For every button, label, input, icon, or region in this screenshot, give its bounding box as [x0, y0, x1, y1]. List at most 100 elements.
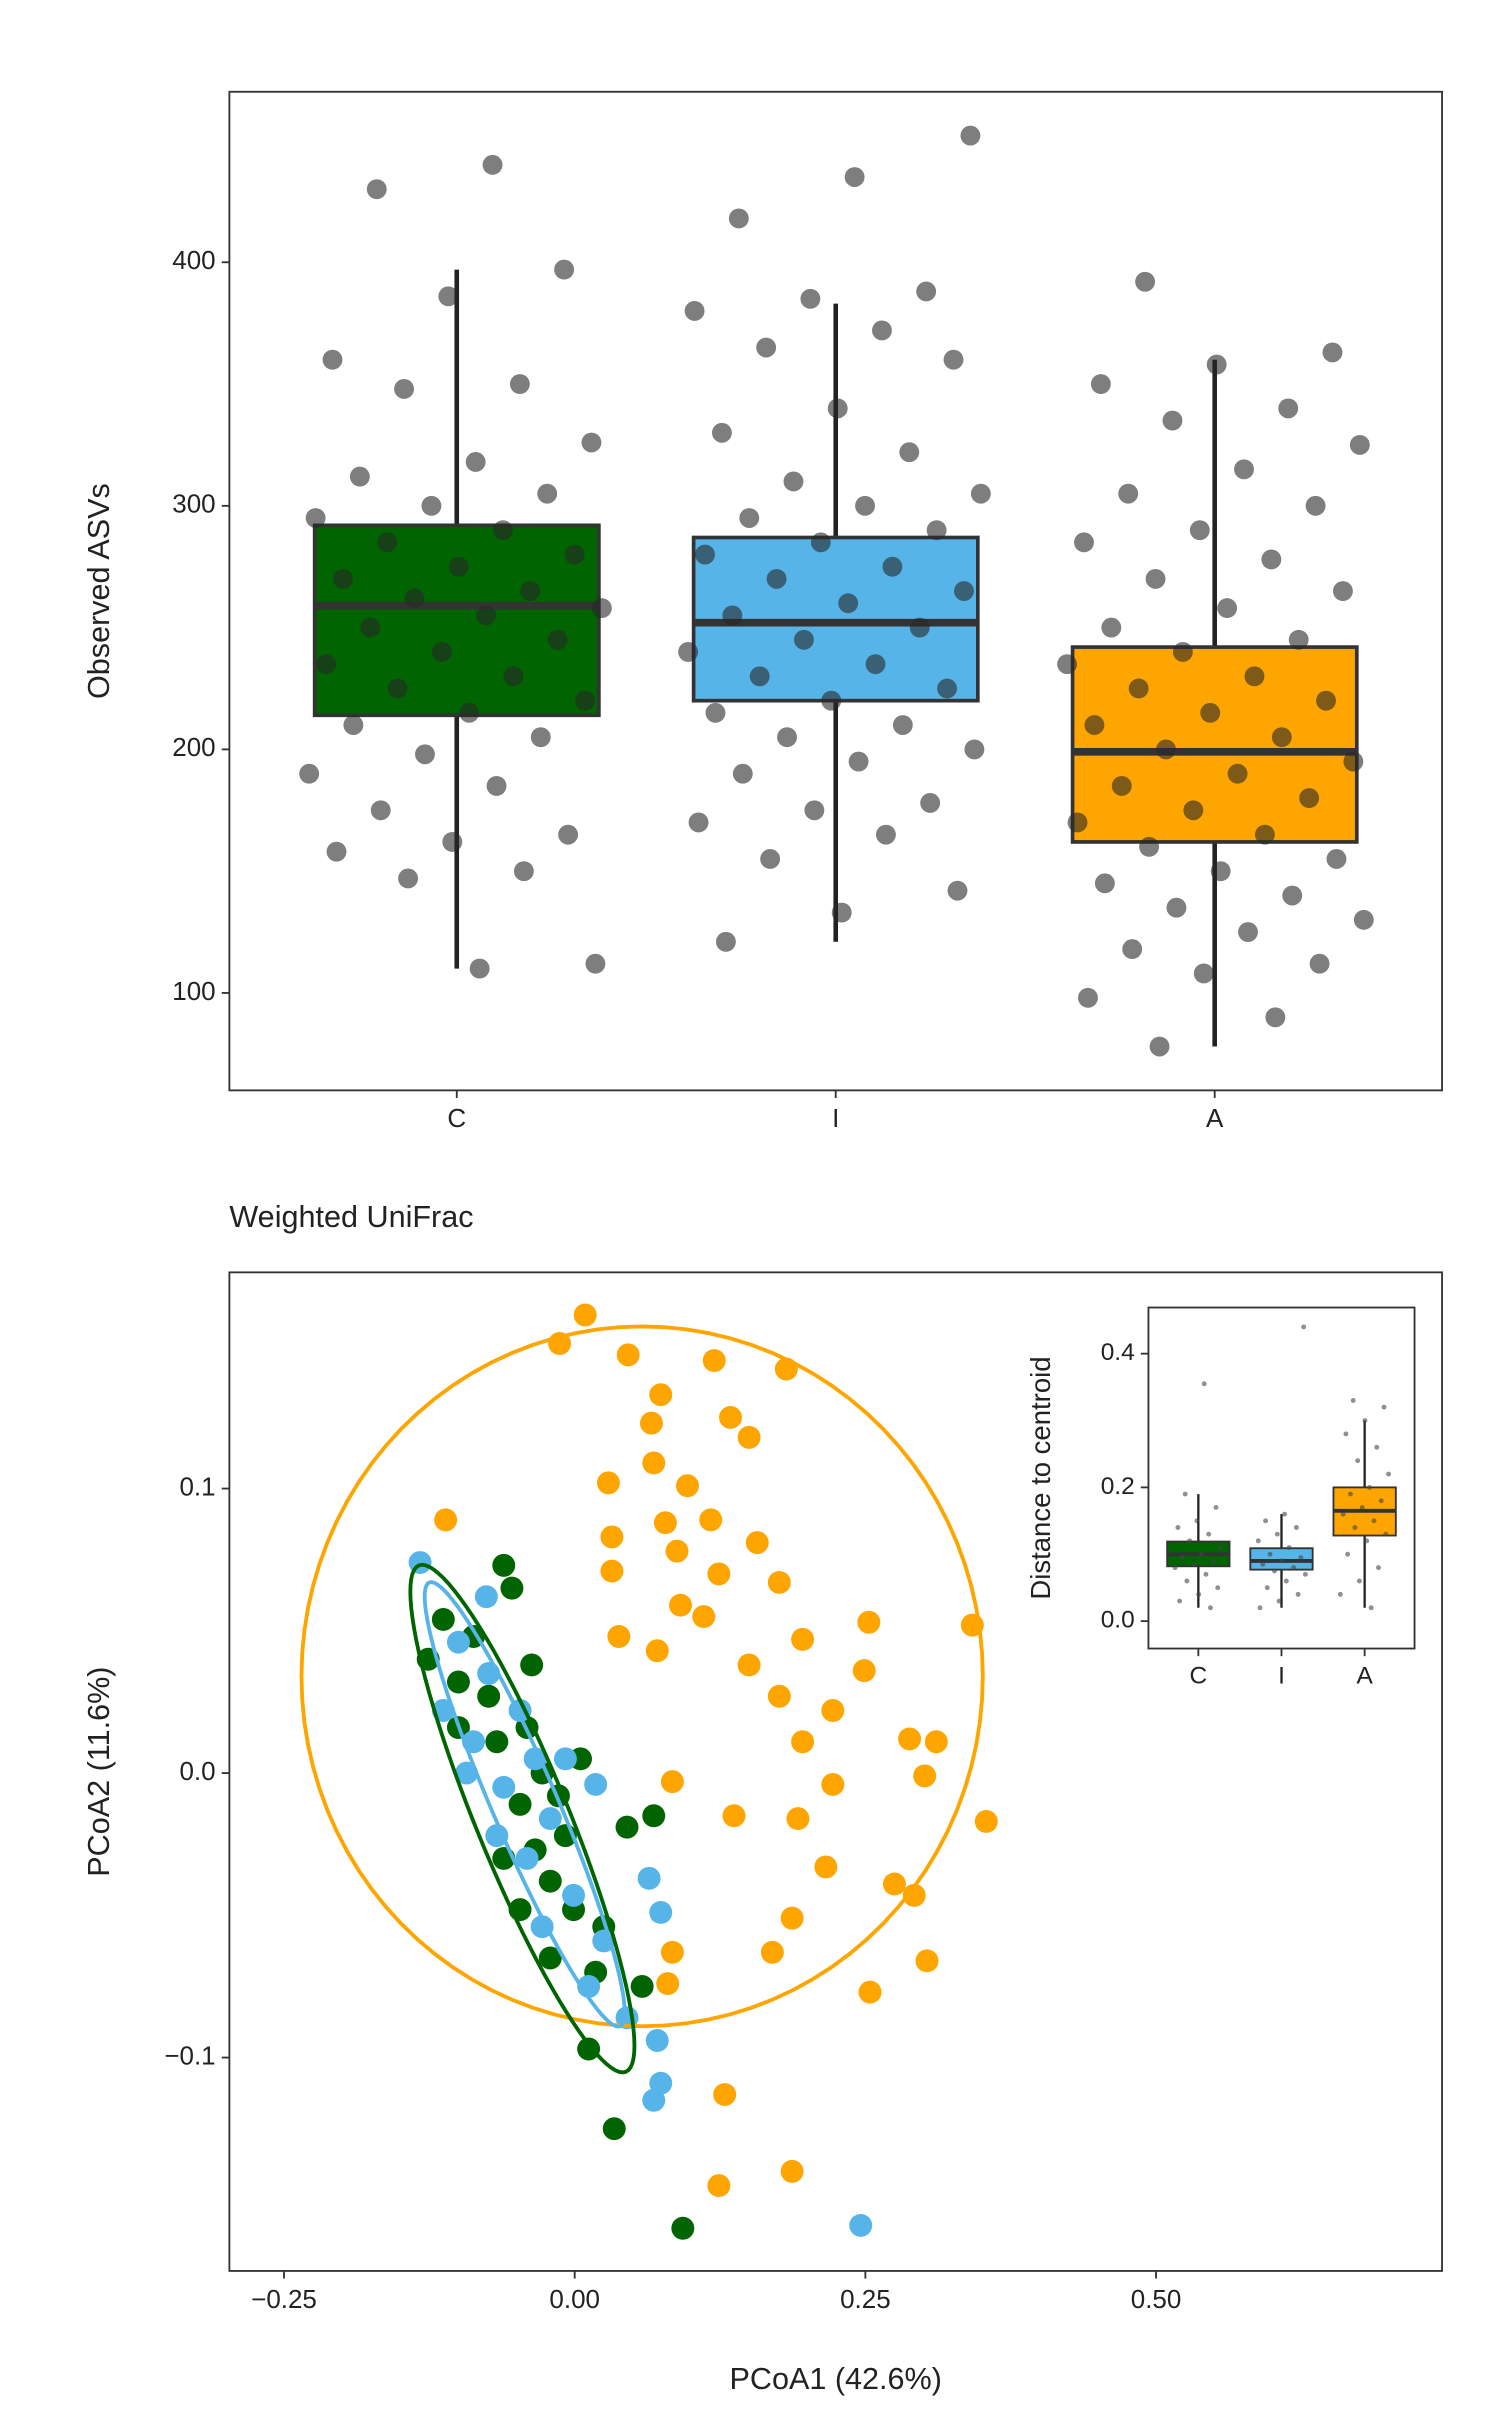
- point: [1302, 1571, 1308, 1577]
- panel-frame: [228, 1271, 1443, 2272]
- point: [459, 702, 480, 723]
- point: [1199, 1551, 1204, 1557]
- y-tick-label: 0.2: [1101, 1473, 1135, 1500]
- x-tick-label: I: [832, 1103, 839, 1133]
- point: [882, 1872, 906, 1896]
- point: [857, 1610, 881, 1634]
- point: [660, 1770, 684, 1794]
- point: [538, 1807, 562, 1831]
- point: [477, 1684, 501, 1708]
- point: [1340, 1511, 1346, 1517]
- point: [1078, 987, 1098, 1008]
- point: [947, 880, 968, 901]
- point: [1267, 1551, 1273, 1557]
- point: [909, 617, 930, 638]
- point: [1367, 1484, 1372, 1490]
- point: [1255, 1538, 1261, 1544]
- point: [1293, 1525, 1299, 1530]
- point: [476, 605, 497, 626]
- point: [1291, 1565, 1297, 1571]
- y-tick-label: 0.1: [179, 1471, 215, 1501]
- y-tick-label: 100: [172, 976, 215, 1006]
- point: [564, 544, 585, 565]
- x-tick-label: C: [1190, 1663, 1208, 1690]
- point: [1286, 1545, 1292, 1551]
- point: [707, 2174, 731, 2198]
- point: [1182, 1491, 1188, 1497]
- point: [1355, 1458, 1361, 1464]
- point: [1271, 727, 1292, 748]
- point: [573, 1303, 597, 1327]
- point: [719, 1405, 742, 1429]
- point: [737, 1425, 761, 1449]
- point: [1122, 939, 1143, 960]
- point: [898, 1727, 922, 1751]
- point: [780, 2159, 804, 2183]
- point: [1378, 1498, 1384, 1504]
- point: [1301, 1324, 1307, 1330]
- point: [370, 800, 391, 821]
- point: [804, 800, 825, 821]
- point: [732, 763, 753, 784]
- point: [404, 588, 425, 609]
- point: [538, 1869, 562, 1893]
- point: [305, 508, 326, 528]
- point: [865, 654, 886, 675]
- point: [699, 1508, 723, 1532]
- point: [448, 556, 469, 577]
- point: [688, 812, 709, 833]
- point: [656, 1972, 680, 1996]
- point: [1191, 1561, 1197, 1567]
- point: [711, 422, 732, 443]
- point: [1386, 1471, 1391, 1477]
- point: [474, 1585, 498, 1609]
- y-tick-label: 0.0: [1101, 1607, 1135, 1634]
- point: [767, 1570, 791, 1594]
- point: [485, 1824, 509, 1848]
- point: [848, 751, 869, 772]
- point: [442, 831, 463, 852]
- point: [322, 349, 343, 370]
- point: [1298, 1555, 1304, 1561]
- point: [722, 1804, 746, 1828]
- point: [1359, 1505, 1365, 1510]
- point: [649, 1383, 673, 1407]
- point: [1343, 751, 1364, 772]
- point: [924, 1730, 948, 1754]
- point: [1343, 1431, 1349, 1437]
- point: [645, 1639, 669, 1663]
- point: [970, 483, 991, 504]
- point: [596, 1471, 620, 1495]
- y-tick-label: 300: [172, 489, 215, 519]
- point: [1288, 629, 1309, 650]
- point: [1261, 549, 1282, 570]
- point: [299, 763, 320, 784]
- point: [821, 1772, 845, 1796]
- point: [446, 1670, 470, 1694]
- point: [642, 1451, 666, 1475]
- point: [937, 678, 958, 699]
- point: [482, 154, 503, 175]
- point: [1101, 617, 1122, 638]
- point: [882, 556, 903, 577]
- point: [349, 466, 370, 487]
- x-tick-label: C: [447, 1103, 466, 1133]
- point: [1162, 410, 1183, 431]
- point: [858, 1980, 882, 2004]
- point: [326, 841, 347, 862]
- y-axis-label: Observed ASVs: [82, 483, 116, 699]
- point: [558, 824, 579, 845]
- point: [486, 775, 507, 796]
- y-tick-label: −0.1: [164, 2040, 215, 2070]
- point: [1210, 1558, 1216, 1564]
- point: [394, 378, 415, 399]
- point: [849, 2213, 873, 2237]
- point: [415, 744, 435, 765]
- point: [333, 568, 353, 589]
- point: [1074, 532, 1094, 553]
- point: [515, 1846, 539, 1870]
- point: [642, 2088, 666, 2112]
- point: [783, 471, 804, 492]
- point: [872, 320, 892, 341]
- point: [1084, 715, 1105, 735]
